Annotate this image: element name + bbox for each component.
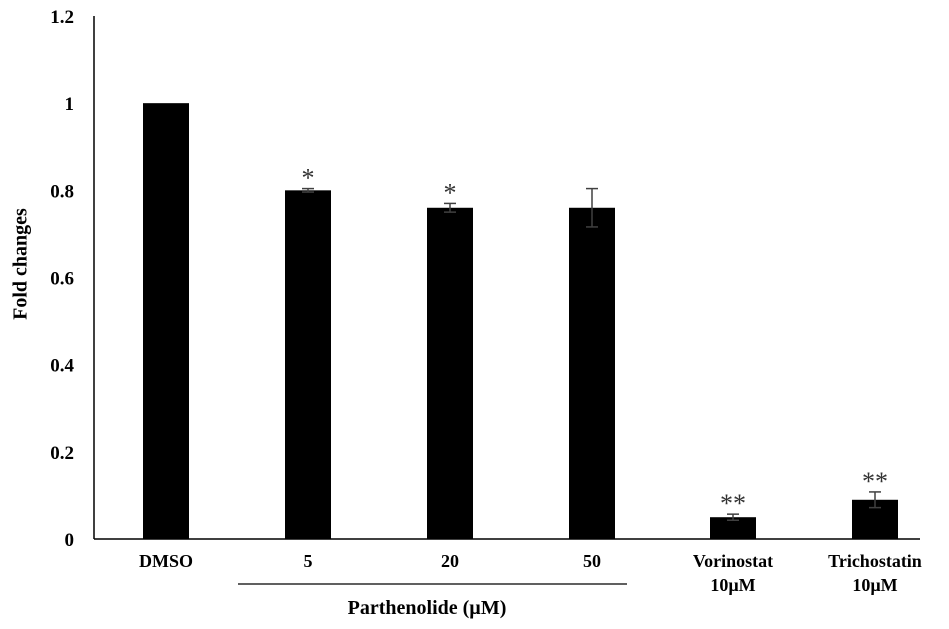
y-tick-label: 0.2 (50, 443, 74, 464)
bar (427, 207, 473, 539)
error-bar (586, 187, 598, 228)
y-tick-label: 0.6 (50, 269, 74, 290)
significance-label: ** (862, 467, 888, 496)
bar (143, 103, 189, 540)
significance-markers: ****** (302, 164, 889, 519)
significance-label: * (302, 164, 315, 193)
bar (710, 517, 756, 539)
category-label: 50 (583, 551, 601, 571)
bar (285, 190, 331, 540)
y-tick-label: 0.8 (50, 181, 74, 202)
error-bars (302, 187, 881, 522)
y-tick-label: 0 (65, 530, 75, 551)
y-tick-label: 0.4 (50, 356, 74, 377)
error-bar (727, 513, 739, 522)
y-tick-label: 1.2 (50, 7, 74, 28)
significance-label: * (444, 178, 457, 207)
category-label: 5 (304, 551, 313, 571)
category-label: Vorinostat 10µM (693, 551, 773, 595)
significance-label: ** (720, 489, 746, 518)
error-bar (302, 187, 314, 193)
y-axis-label: Fold changes (10, 208, 32, 320)
category-labels: DMSO 5 20 50 Vorinostat 10µM Trichostatin 10µM (139, 551, 922, 595)
error-bar (869, 491, 881, 509)
category-label: DMSO (139, 551, 193, 571)
group-annotation: Parthenolide (µM) (238, 583, 627, 619)
group-label: Parthenolide (µM) (348, 597, 507, 619)
bars (143, 103, 898, 540)
error-bar (444, 202, 456, 213)
category-label: 20 (441, 551, 459, 571)
category-label: Trichostatin 10µM (828, 551, 922, 595)
y-axis: 0 0.2 0.4 0.6 0.8 1 1.2 (50, 7, 95, 551)
y-tick-label: 1 (65, 94, 75, 115)
bar (569, 207, 615, 539)
